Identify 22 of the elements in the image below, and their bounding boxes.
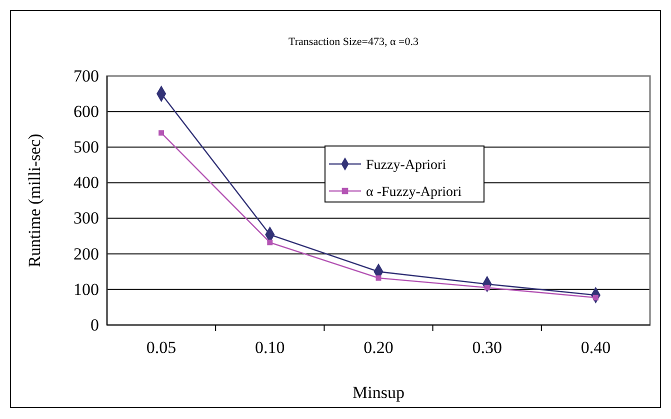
point — [484, 284, 490, 290]
legend-label: α -Fuzzy-Apriori — [366, 185, 462, 200]
x-axis-title: Minsup — [352, 383, 404, 402]
y-tick-label: 200 — [74, 244, 99, 264]
x-tick-label: 0.40 — [580, 338, 611, 358]
y-tick-label: 100 — [74, 280, 99, 299]
y-tick-label: 400 — [74, 173, 99, 192]
point — [158, 130, 164, 136]
chart-title: Transaction Size=473, α =0.3 — [288, 36, 419, 48]
x-tick-label: 0.20 — [364, 338, 394, 358]
legend-label: Fuzzy-Apriori — [366, 158, 446, 173]
x-tick-label: 0.05 — [146, 338, 176, 358]
x-tick-label: 0.10 — [255, 338, 285, 358]
y-tick-label: 600 — [74, 102, 99, 122]
y-tick-label: 0 — [90, 315, 99, 334]
y-tick-label: 300 — [74, 208, 99, 228]
y-tick-label: 700 — [74, 66, 99, 86]
point — [267, 240, 273, 246]
y-axis-title: Runtime (milli-sec) — [25, 134, 44, 268]
x-tick-label: 0.30 — [472, 338, 502, 358]
point — [376, 275, 382, 281]
y-tick-label: 500 — [74, 138, 99, 157]
